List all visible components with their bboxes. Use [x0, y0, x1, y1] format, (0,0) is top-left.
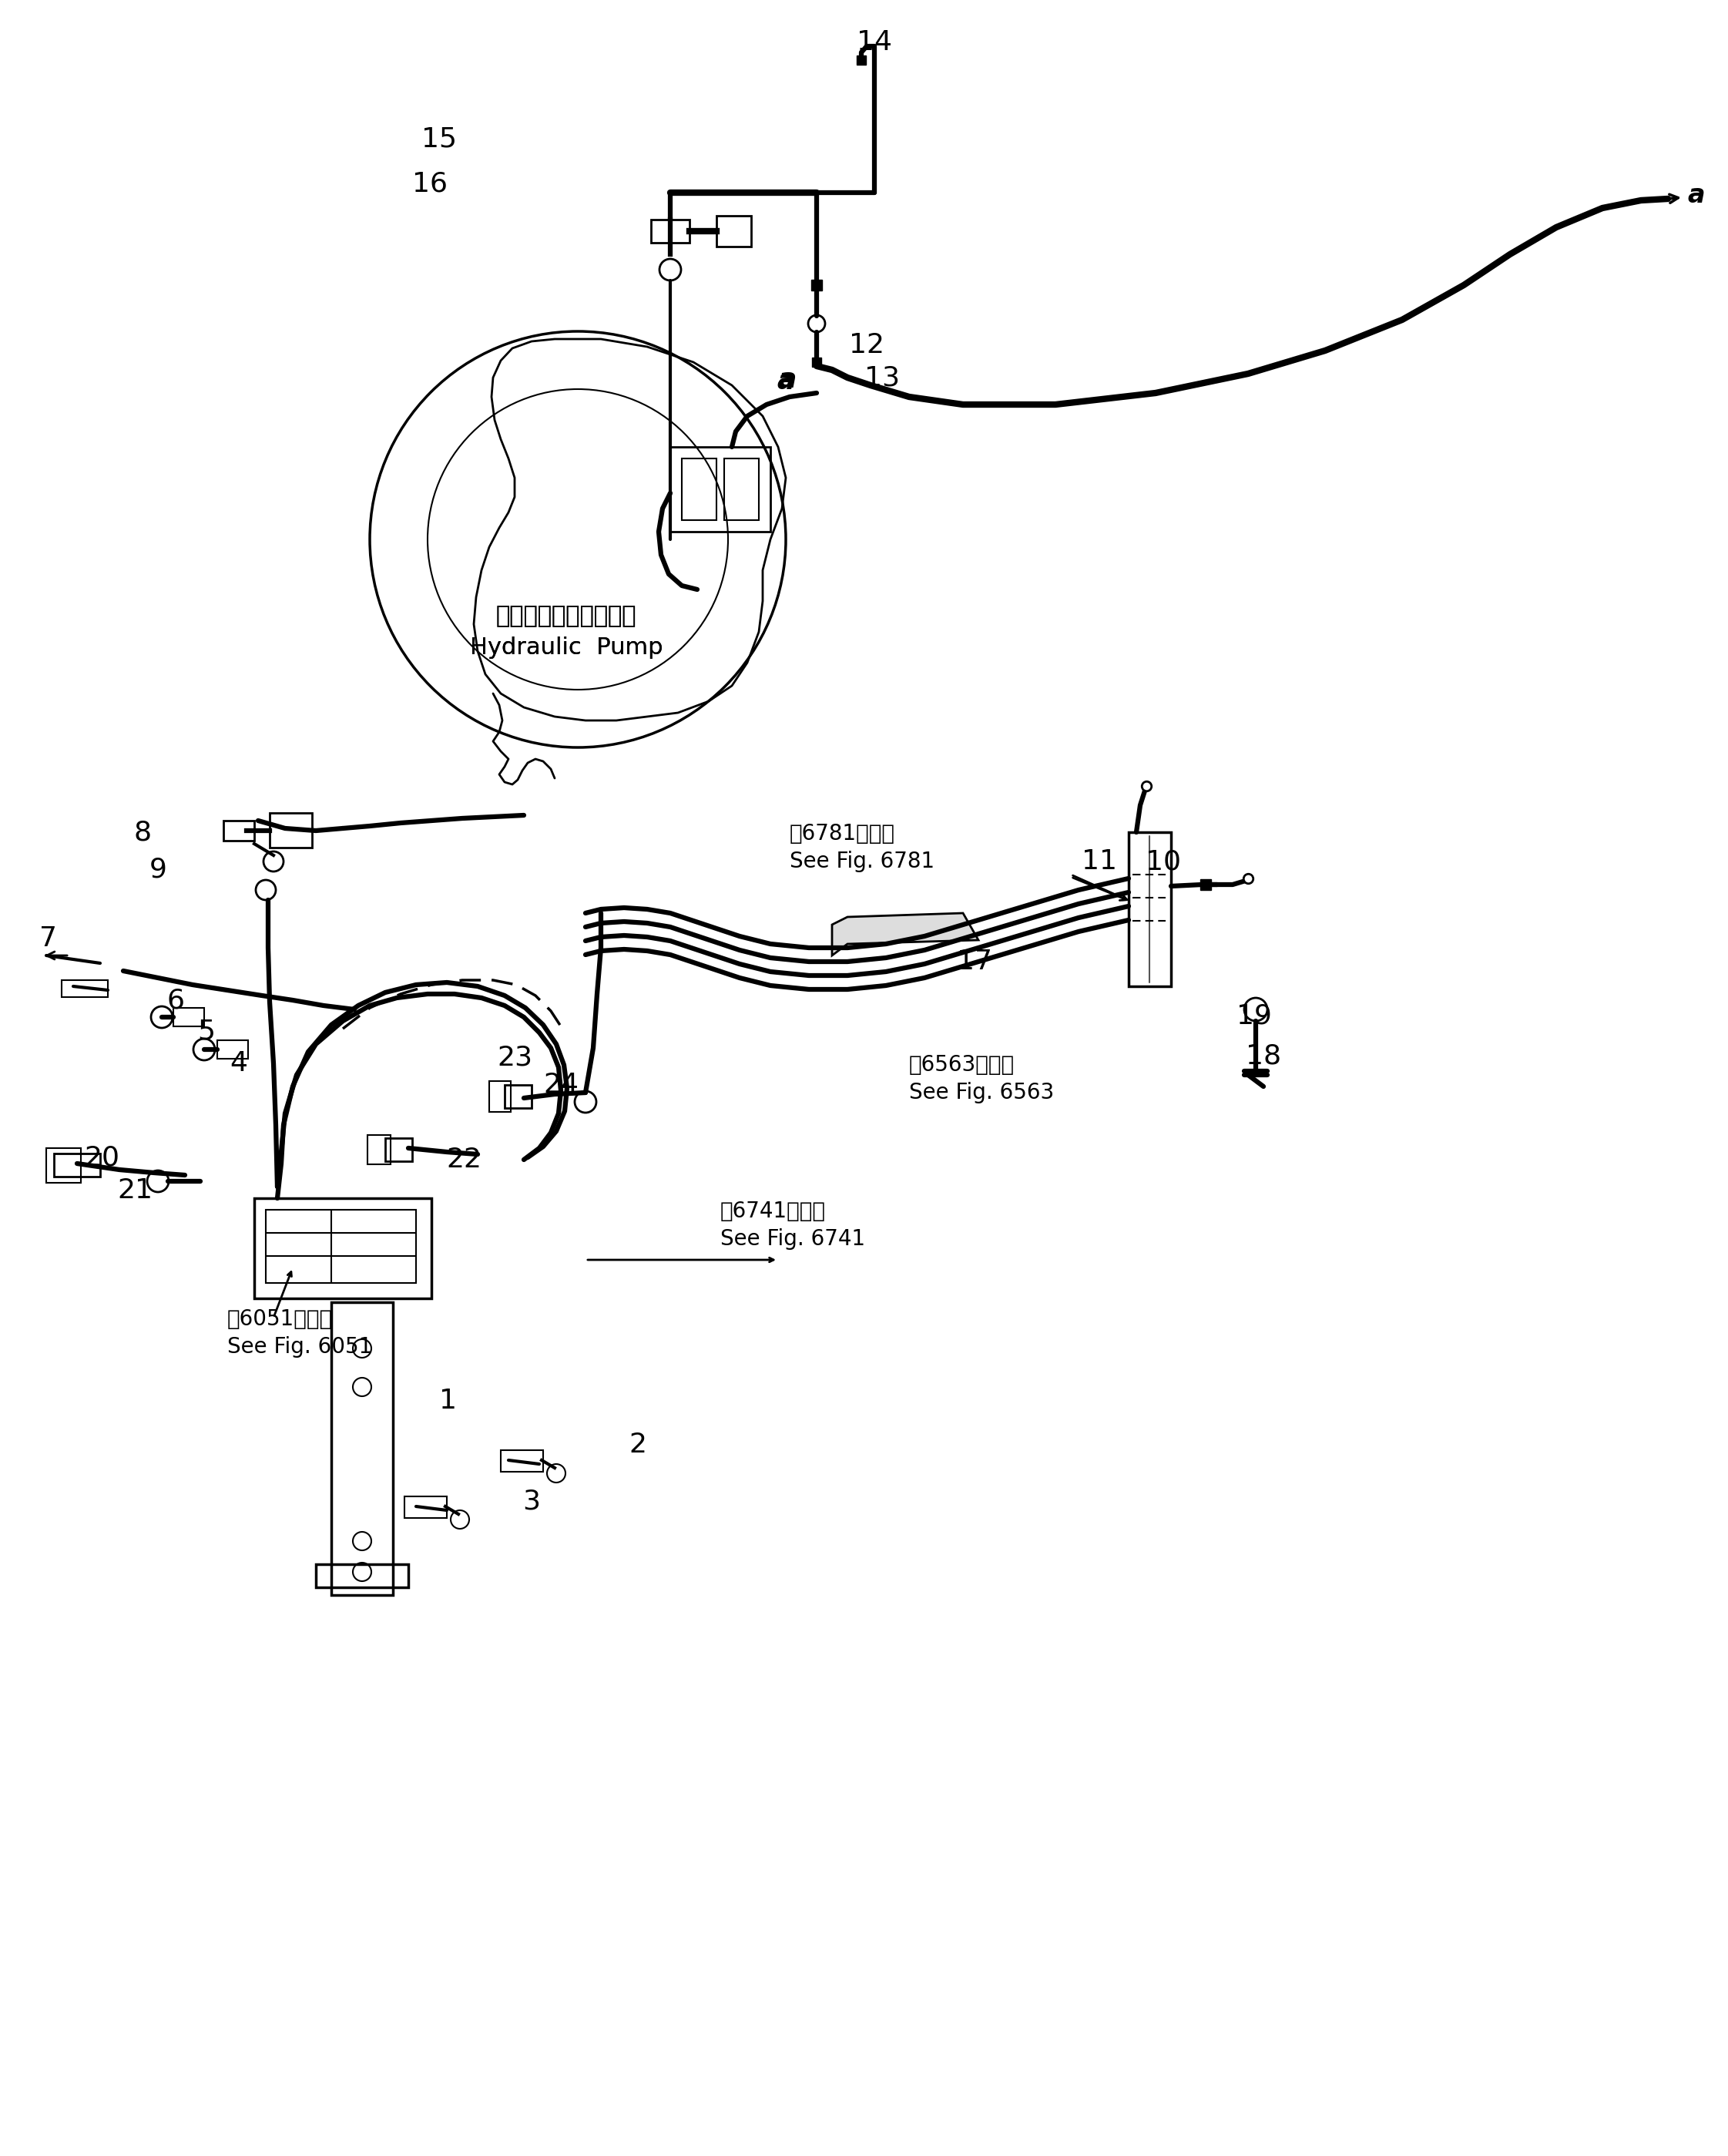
- Text: 14: 14: [857, 30, 892, 56]
- Bar: [651, 220, 689, 244]
- Text: 8: 8: [133, 819, 152, 845]
- Bar: [54, 1153, 100, 1177]
- Text: 21: 21: [118, 1177, 152, 1203]
- Bar: [404, 1496, 448, 1518]
- Bar: [218, 1039, 249, 1059]
- Text: 17: 17: [957, 949, 992, 975]
- Bar: [368, 1134, 391, 1164]
- Text: 20: 20: [85, 1145, 119, 1171]
- Text: 13: 13: [864, 364, 900, 390]
- Text: 19: 19: [1237, 1003, 1272, 1028]
- Text: 22: 22: [446, 1147, 482, 1173]
- Bar: [385, 1138, 413, 1162]
- Text: 4: 4: [230, 1050, 247, 1076]
- Bar: [266, 1210, 416, 1283]
- Text: 11: 11: [1082, 847, 1116, 875]
- Text: ハイドロリックポンプ
Hydraulic  Pump: ハイドロリックポンプ Hydraulic Pump: [470, 606, 664, 658]
- Bar: [717, 216, 752, 246]
- Bar: [223, 821, 254, 841]
- Bar: [1128, 832, 1172, 985]
- Bar: [47, 1149, 81, 1184]
- Text: a: a: [1687, 183, 1704, 207]
- Text: 12: 12: [848, 332, 885, 358]
- Text: 7: 7: [40, 925, 57, 951]
- Bar: [670, 446, 771, 533]
- Text: a: a: [778, 369, 795, 395]
- Bar: [332, 1302, 392, 1595]
- Text: 15: 15: [422, 125, 456, 151]
- Bar: [316, 1565, 408, 1587]
- Bar: [62, 981, 107, 996]
- Text: 5: 5: [197, 1018, 216, 1044]
- Text: 9: 9: [149, 856, 166, 882]
- Text: 2: 2: [629, 1432, 646, 1457]
- Text: 1: 1: [439, 1388, 458, 1414]
- Text: 第6051図参照
See Fig. 6051: 第6051図参照 See Fig. 6051: [228, 1309, 372, 1358]
- Bar: [489, 1080, 511, 1112]
- Text: 第6563図参照
See Fig. 6563: 第6563図参照 See Fig. 6563: [909, 1054, 1054, 1104]
- Text: 18: 18: [1246, 1044, 1280, 1069]
- Text: a: a: [778, 367, 797, 392]
- Bar: [501, 1451, 543, 1473]
- Bar: [724, 459, 759, 520]
- Text: 16: 16: [413, 170, 448, 196]
- Text: 3: 3: [522, 1488, 541, 1514]
- Polygon shape: [831, 914, 978, 955]
- Bar: [173, 1007, 204, 1026]
- Text: 10: 10: [1146, 847, 1180, 875]
- Text: ハイドロリックポンプ
Hydraulic  Pump: ハイドロリックポンプ Hydraulic Pump: [470, 606, 664, 658]
- Text: 6: 6: [168, 987, 185, 1013]
- Text: 第6781図参照
See Fig. 6781: 第6781図参照 See Fig. 6781: [790, 824, 935, 873]
- Text: 24: 24: [543, 1072, 579, 1097]
- Bar: [270, 813, 313, 847]
- Text: 23: 23: [498, 1044, 532, 1069]
- Text: 第6741図参照
See Fig. 6741: 第6741図参照 See Fig. 6741: [721, 1201, 866, 1250]
- Bar: [254, 1199, 432, 1298]
- Bar: [683, 459, 717, 520]
- Bar: [505, 1084, 532, 1108]
